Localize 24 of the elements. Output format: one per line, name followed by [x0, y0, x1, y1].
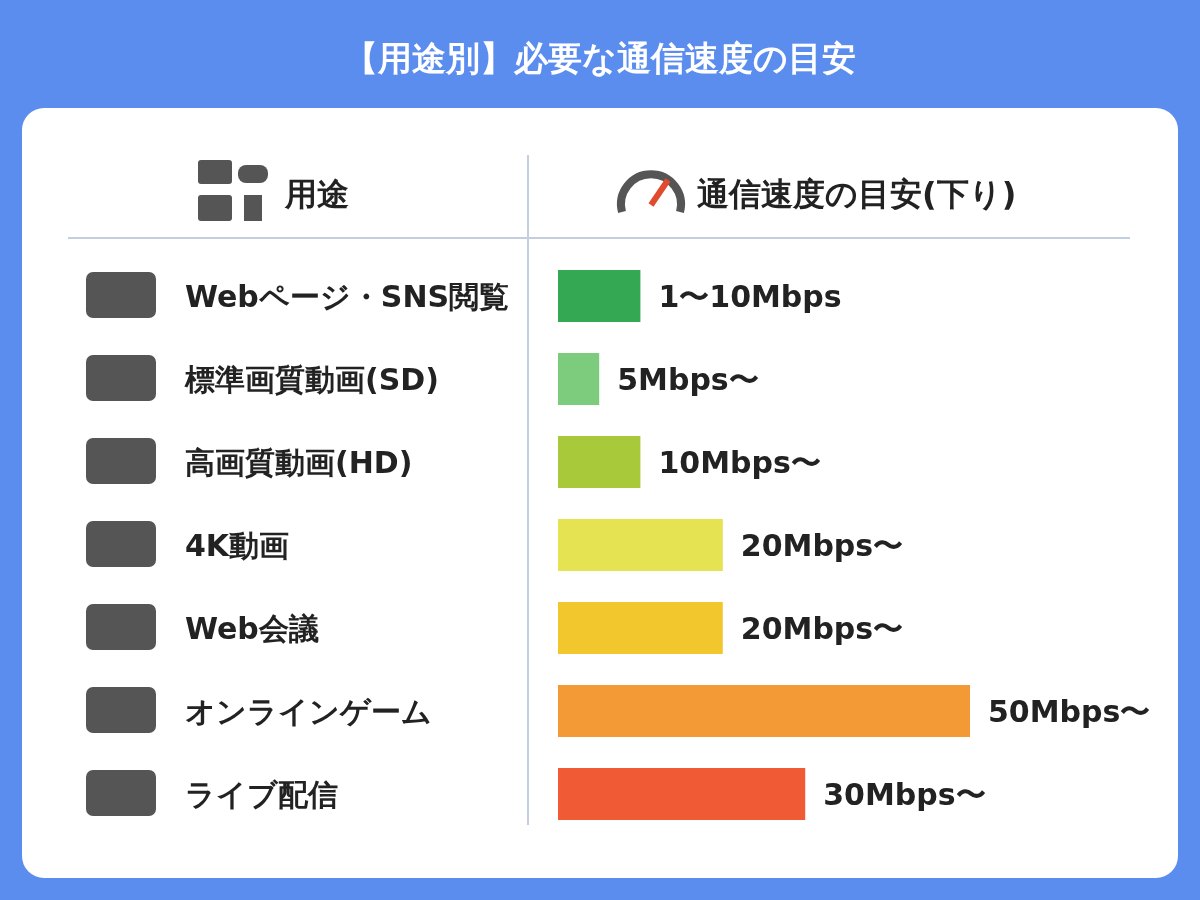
bar — [558, 519, 723, 571]
bar — [558, 602, 723, 654]
y-tick-label: 4K動画 — [185, 528, 290, 563]
data-label: 5Mbps〜 — [617, 362, 759, 397]
y-tick-label: 高画質動画(HD) — [185, 445, 413, 480]
bar — [558, 353, 600, 405]
y-axis-title: 用途 — [284, 175, 349, 213]
y-tick-label: オンラインゲーム — [185, 694, 432, 729]
y-tick-label: Web会議 — [185, 611, 319, 646]
chart-title: 【用途別】必要な通信速度の目安 — [344, 38, 856, 78]
data-label: 20Mbps〜 — [740, 528, 904, 563]
data-label: 30Mbps〜 — [823, 777, 986, 812]
x-axis-title: 通信速度の目安(下り) — [697, 175, 1017, 213]
bar — [558, 768, 806, 820]
bar — [558, 685, 970, 737]
data-label: 10Mbps〜 — [658, 445, 821, 480]
data-label: 50Mbps〜 — [988, 694, 1151, 729]
data-label: 20Mbps〜 — [740, 611, 904, 646]
data-label: 1〜10Mbps — [658, 279, 842, 314]
y-tick-label: 標準画質動画(SD) — [184, 362, 439, 397]
y-tick-label: Webページ・SNS閲覧 — [185, 279, 510, 314]
y-tick-label: ライブ配信 — [185, 777, 338, 812]
bar — [558, 436, 641, 488]
bar — [558, 270, 641, 322]
